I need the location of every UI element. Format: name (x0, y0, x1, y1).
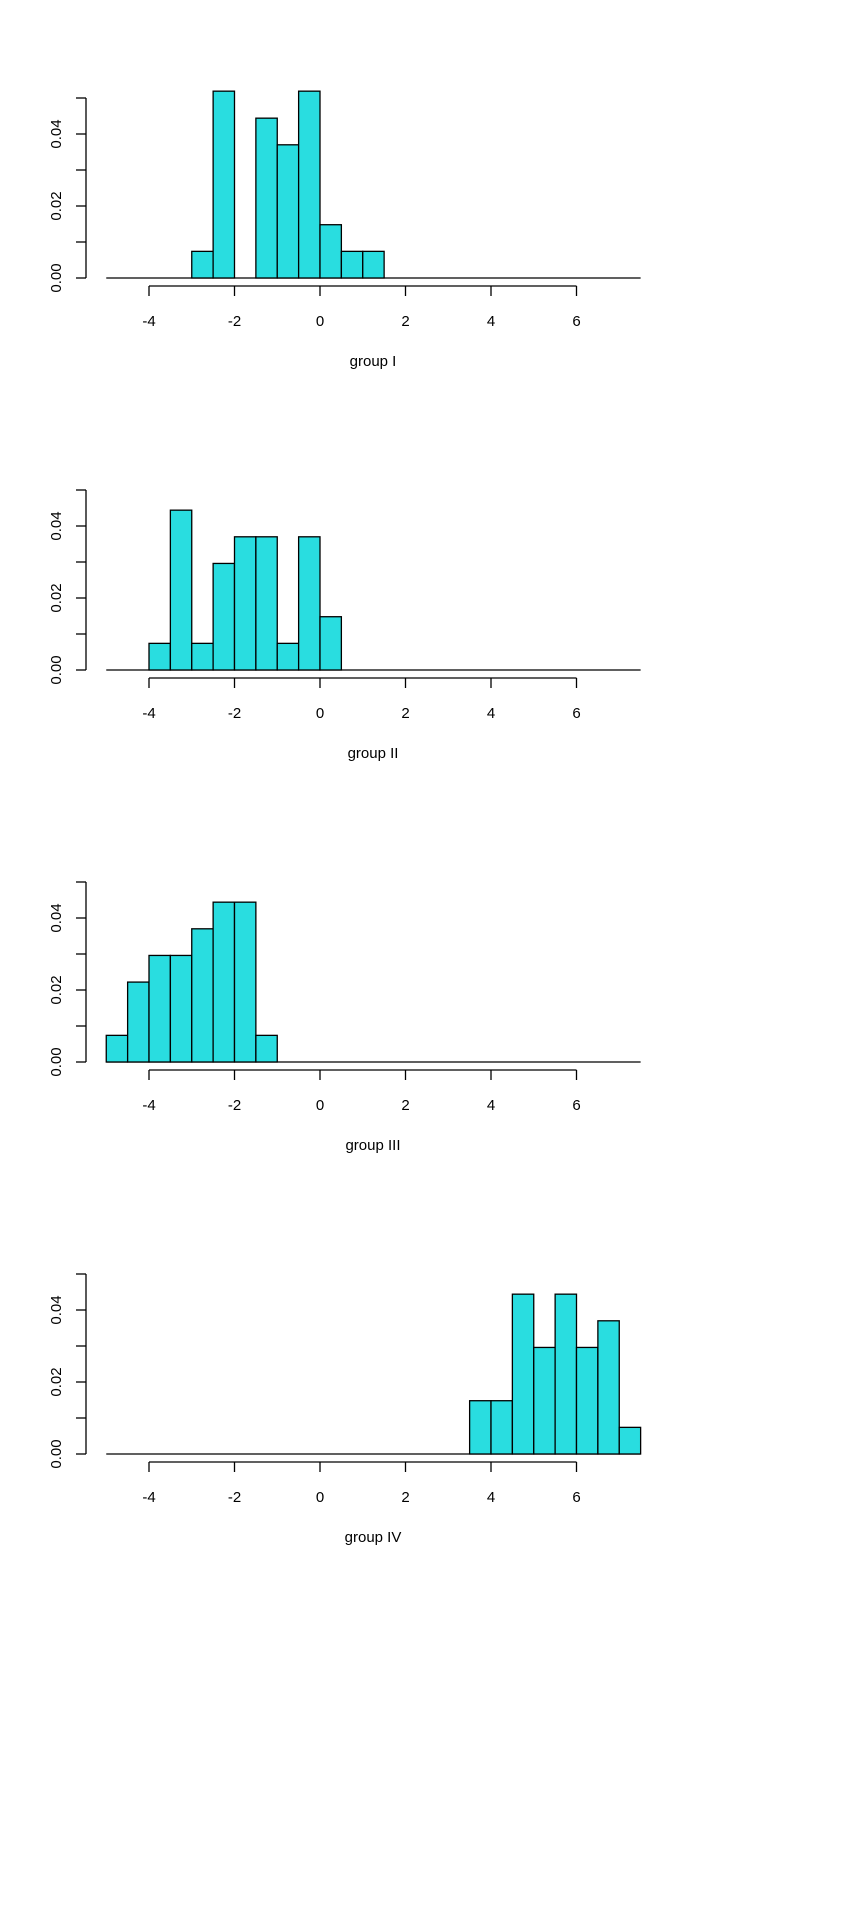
histogram-bar (276, 144, 300, 279)
x-tick-label: -4 (142, 1097, 155, 1114)
x-tick-label: 4 (487, 705, 495, 722)
histogram-panel-2: 0.00 0.02 0.04 -4 -2 0 2 4 6 group II (48, 489, 641, 762)
histogram-bar (618, 1426, 642, 1455)
y-tick-label: 0.04 (48, 119, 65, 148)
histogram-bar (511, 1293, 535, 1455)
histogram-bar (490, 1400, 514, 1455)
histogram-bar (212, 90, 236, 279)
histogram-bar (233, 901, 257, 1063)
histogram-bar (191, 642, 214, 671)
x-tick-label: -2 (228, 313, 241, 330)
histogram-bar (233, 536, 257, 671)
y-tick-label: 0.00 (48, 1047, 65, 1076)
histogram-bar (319, 616, 343, 671)
x-tick-label: -4 (142, 1489, 155, 1506)
y-tick-label: 0.00 (48, 1439, 65, 1468)
histogram-bar (105, 1034, 129, 1063)
histogram-bar (191, 250, 214, 279)
histogram-bar (297, 536, 321, 671)
x-tick-label: -2 (228, 1097, 241, 1114)
x-tick-label: -4 (142, 313, 155, 330)
histogram-bar (319, 224, 343, 279)
histogram-bar (362, 250, 385, 279)
histogram-bar (297, 90, 321, 279)
x-tick-label: 4 (487, 1489, 495, 1506)
x-tick-label: 0 (316, 705, 324, 722)
histogram-bar (533, 1346, 556, 1455)
histogram-panel-1: 0.00 0.02 0.04 -4 -2 0 2 4 6 group I (48, 90, 641, 370)
y-tick-label: 0.02 (48, 583, 65, 612)
x-axis-label: group III (345, 1137, 400, 1154)
x-tick-label: 6 (572, 1489, 580, 1506)
histogram-bar (255, 1034, 278, 1063)
histogram-bar (255, 536, 278, 671)
histogram-panel-4: 0.00 0.02 0.04 -4 -2 0 2 4 6 group IV (48, 1273, 642, 1546)
x-tick-label: 0 (316, 1097, 324, 1114)
x-tick-label: -2 (228, 1489, 241, 1506)
histogram-bar (276, 642, 300, 671)
x-tick-label: 6 (572, 1097, 580, 1114)
x-tick-label: 0 (316, 1489, 324, 1506)
y-tick-label: 0.04 (48, 903, 65, 932)
histogram-bar (255, 117, 278, 279)
y-tick-label: 0.04 (48, 511, 65, 540)
histogram-bar (126, 981, 150, 1063)
y-tick-label: 0.00 (48, 263, 65, 292)
histogram-bar (554, 1293, 578, 1455)
x-tick-label: 2 (401, 705, 409, 722)
x-tick-label: 4 (487, 313, 495, 330)
y-tick-label: 0.02 (48, 191, 65, 220)
histogram-bar (468, 1400, 492, 1455)
x-tick-label: 2 (401, 313, 409, 330)
y-tick-label: 0.02 (48, 1367, 65, 1396)
y-tick-label: 0.02 (48, 975, 65, 1004)
x-tick-label: -4 (142, 705, 155, 722)
x-tick-label: 6 (572, 705, 580, 722)
histogram-bar (575, 1346, 599, 1455)
x-tick-label: 6 (572, 313, 580, 330)
x-tick-label: 4 (487, 1097, 495, 1114)
x-tick-label: 0 (316, 313, 324, 330)
x-tick-label: 2 (401, 1097, 409, 1114)
histogram-bar (212, 901, 236, 1063)
histogram-bar (169, 509, 193, 671)
x-tick-label: 2 (401, 1489, 409, 1506)
histogram-bar (212, 562, 236, 671)
x-tick-label: -2 (228, 705, 241, 722)
y-tick-label: 0.04 (48, 1295, 65, 1324)
histogram-bar (169, 954, 193, 1063)
histogram-panel-3: 0.00 0.02 0.04 -4 -2 0 2 4 6 group III (48, 881, 641, 1154)
histogram-bar (597, 1320, 620, 1455)
histogram-bar (191, 928, 214, 1063)
x-axis-label: group I (350, 353, 397, 370)
histogram-bar (340, 250, 364, 279)
x-axis-label: group IV (345, 1529, 402, 1546)
x-axis-label: group II (348, 745, 399, 762)
y-tick-label: 0.00 (48, 655, 65, 684)
histogram-bar (148, 642, 172, 671)
histogram-bar (148, 954, 172, 1063)
